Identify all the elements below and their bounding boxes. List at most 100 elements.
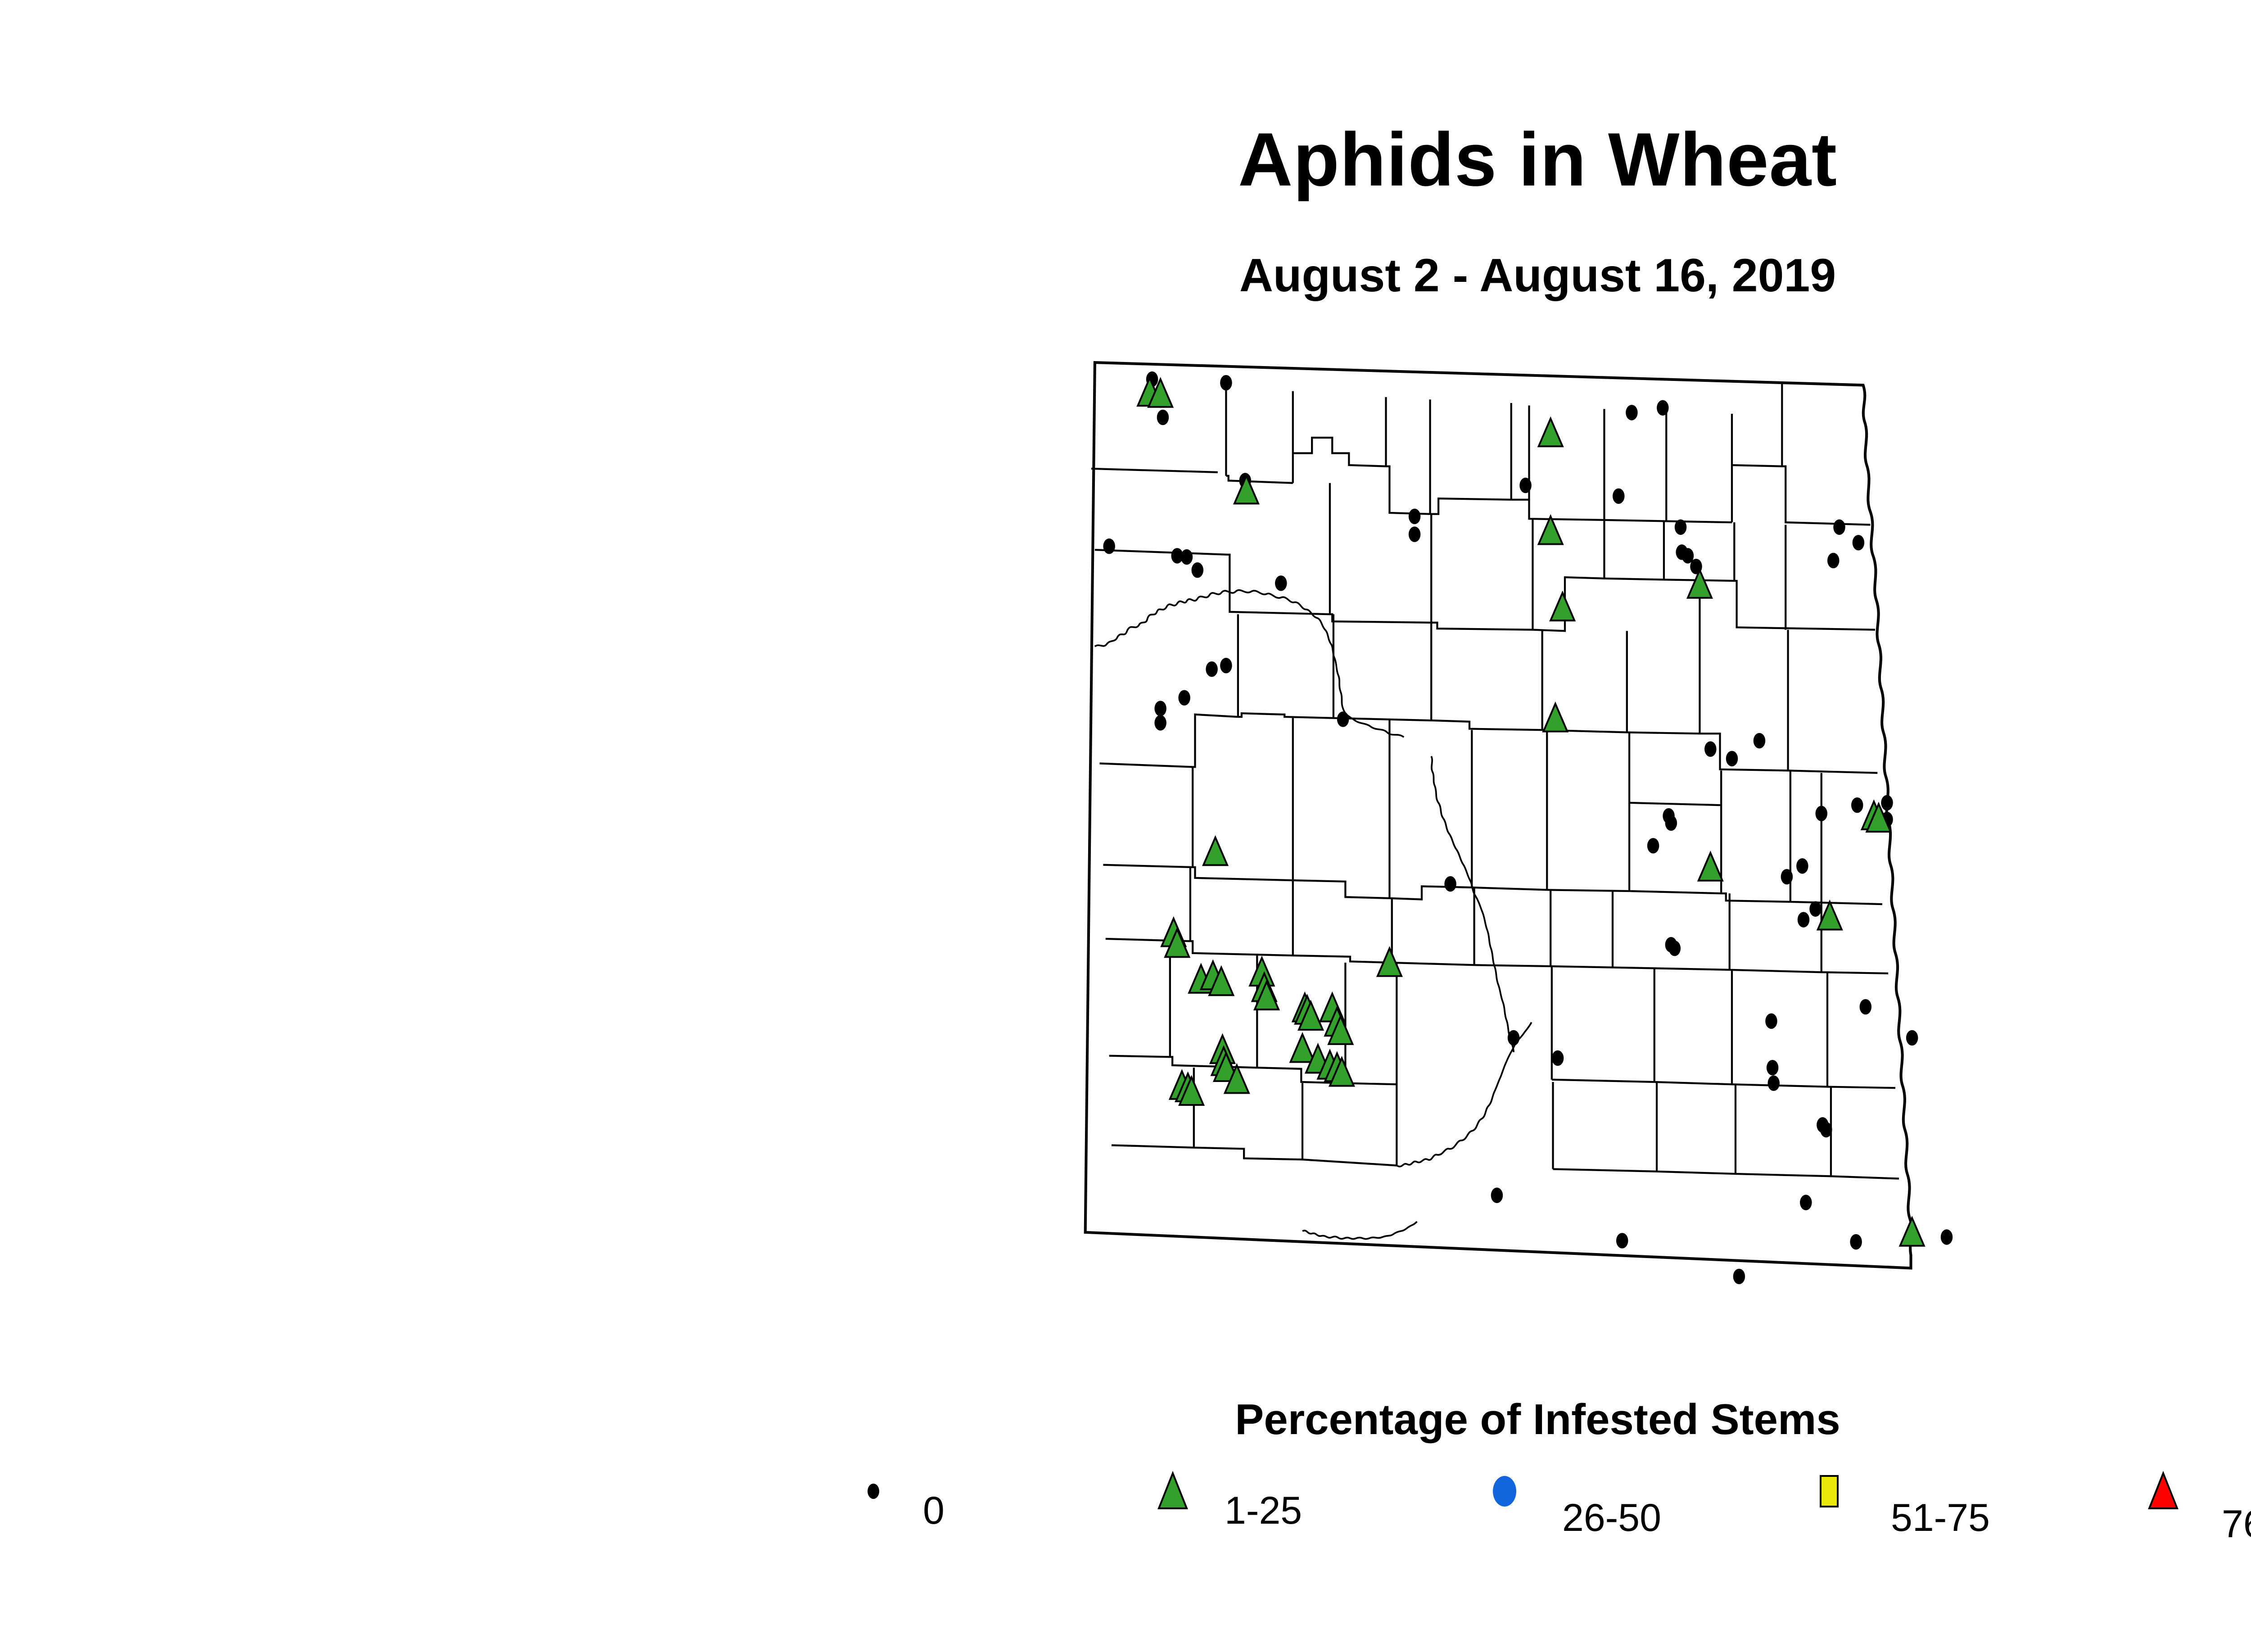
dot-marker-icon	[1766, 1059, 1779, 1076]
dot-marker-icon	[1507, 1030, 1520, 1046]
page-title: Aphids in Wheat	[1238, 117, 1837, 202]
dot-marker-icon	[1881, 795, 1893, 811]
dot-marker-icon	[1859, 999, 1872, 1015]
north-dakota-map[interactable]	[702, 342, 2251, 1297]
triangle-marker-icon	[1253, 979, 1280, 1010]
legend-title: Percentage of Infested Stems	[1235, 1395, 1840, 1444]
dot-marker-icon	[1444, 876, 1456, 892]
dot-marker-icon	[1206, 661, 1218, 677]
triangle-marker-icon	[1208, 965, 1235, 996]
county-line	[1790, 901, 1882, 905]
triangle-marker-icon	[1223, 1063, 1250, 1094]
county-line	[1099, 762, 1193, 768]
triangle-marker-icon	[1865, 801, 1892, 833]
triangle-marker-icon	[1328, 1055, 1355, 1087]
dot-marker-icon	[1851, 797, 1863, 813]
dot-marker-icon	[1781, 869, 1793, 885]
triangle-marker-icon-glyph	[2148, 1471, 2179, 1509]
county-line	[1612, 966, 1730, 971]
triangle-marker-icon	[1178, 1075, 1205, 1106]
square-marker-icon-glyph	[1820, 1475, 1839, 1507]
markers-low	[1136, 376, 1926, 1247]
county-line	[1094, 548, 1228, 556]
county-line	[1604, 519, 1667, 522]
county-line	[1627, 731, 1700, 735]
dot-marker-icon	[1275, 575, 1287, 591]
legend-label: 1-25	[1225, 1489, 1302, 1532]
dot-marker-icon	[1180, 549, 1193, 565]
legend-label: 0	[923, 1489, 945, 1532]
dot-marker-icon	[1800, 1195, 1812, 1210]
dot-marker-icon	[1220, 657, 1232, 674]
dot-marker-icon	[1733, 1268, 1745, 1285]
county-line	[1193, 713, 1239, 768]
missouri-river-southwest	[1396, 1022, 1532, 1168]
triangle-marker-icon	[1686, 568, 1713, 599]
triangle-marker-icon	[1164, 927, 1191, 958]
county-line	[1109, 1055, 1170, 1058]
dot-marker-icon	[1551, 1050, 1564, 1066]
dot-marker-icon	[1665, 815, 1677, 831]
triangle-marker-icon	[1297, 1000, 1324, 1031]
triangle-marker-icon	[1898, 1216, 1926, 1247]
triangle-marker-icon	[1202, 835, 1229, 866]
triangle-marker-icon	[1537, 514, 1564, 545]
dot-marker-icon	[1753, 733, 1766, 749]
legend-label: 26-50	[1562, 1496, 1661, 1539]
dot-marker-icon	[1906, 1030, 1918, 1046]
circle-marker-icon-glyph	[1493, 1476, 1516, 1507]
square-marker-icon	[1810, 1463, 1859, 1531]
dot-marker-icon	[1178, 690, 1190, 706]
dot-marker-icon	[1103, 538, 1115, 554]
dot-marker-icon	[1767, 1075, 1780, 1091]
dot-marker-icon	[1191, 562, 1204, 578]
dot-marker-icon	[1408, 526, 1421, 542]
dot-marker-icon	[1647, 838, 1659, 854]
county-line	[1550, 965, 1613, 969]
dot-marker-icon	[1154, 715, 1166, 731]
county-line	[1547, 889, 1630, 892]
county-line	[1551, 1078, 1654, 1083]
page-subtitle: August 2 - August 16, 2019	[1239, 249, 1836, 302]
county-boundaries	[1084, 361, 1913, 1270]
county-line	[1821, 971, 1889, 974]
county-line	[1731, 1083, 1828, 1088]
triangle-marker-icon	[1697, 851, 1724, 882]
missouri-river	[1094, 589, 1405, 738]
county-line	[1656, 1170, 1736, 1175]
triangle-marker-icon	[1289, 1032, 1316, 1063]
dot-marker-icon	[1674, 519, 1687, 535]
legend-label: 51-75	[1891, 1496, 1990, 1539]
county-line	[1604, 577, 1664, 581]
triangle-marker-icon-glyph	[1157, 1471, 1188, 1509]
dot-marker-icon	[1852, 534, 1865, 551]
dot-marker-icon	[1657, 400, 1669, 416]
dot-marker-icon	[1154, 701, 1166, 716]
triangle-marker-icon	[1327, 1014, 1354, 1045]
dot-marker-icon	[1809, 901, 1822, 917]
dot-marker-icon	[1815, 806, 1827, 821]
dot-marker-icon	[1613, 488, 1625, 504]
county-line	[1553, 1168, 1657, 1172]
dot-marker-icon	[1850, 1234, 1862, 1250]
dot-marker-icon	[1337, 711, 1349, 727]
legend: 0 1-25 26-50 51-75 76-100	[855, 1463, 2251, 1598]
county-line	[1827, 1086, 1896, 1089]
triangle-marker-icon	[1537, 416, 1564, 448]
dot-marker-icon	[1157, 409, 1169, 425]
county-line	[1654, 1081, 1732, 1086]
dot-marker-icon	[1797, 912, 1810, 928]
county-line	[1700, 733, 1788, 772]
county-line	[1831, 1175, 1899, 1180]
dot-marker-icon	[1220, 375, 1232, 391]
circle-marker-icon	[1486, 1463, 1535, 1531]
dot-marker-icon	[1519, 477, 1532, 493]
dot-marker-icon	[1681, 548, 1694, 564]
county-line	[1729, 969, 1822, 973]
dot-marker-icon	[855, 1463, 905, 1531]
dot-marker-icon	[1940, 1229, 1953, 1245]
county-line	[1788, 769, 1878, 774]
county-line	[1091, 467, 1218, 473]
markers-zero	[1103, 371, 1953, 1285]
